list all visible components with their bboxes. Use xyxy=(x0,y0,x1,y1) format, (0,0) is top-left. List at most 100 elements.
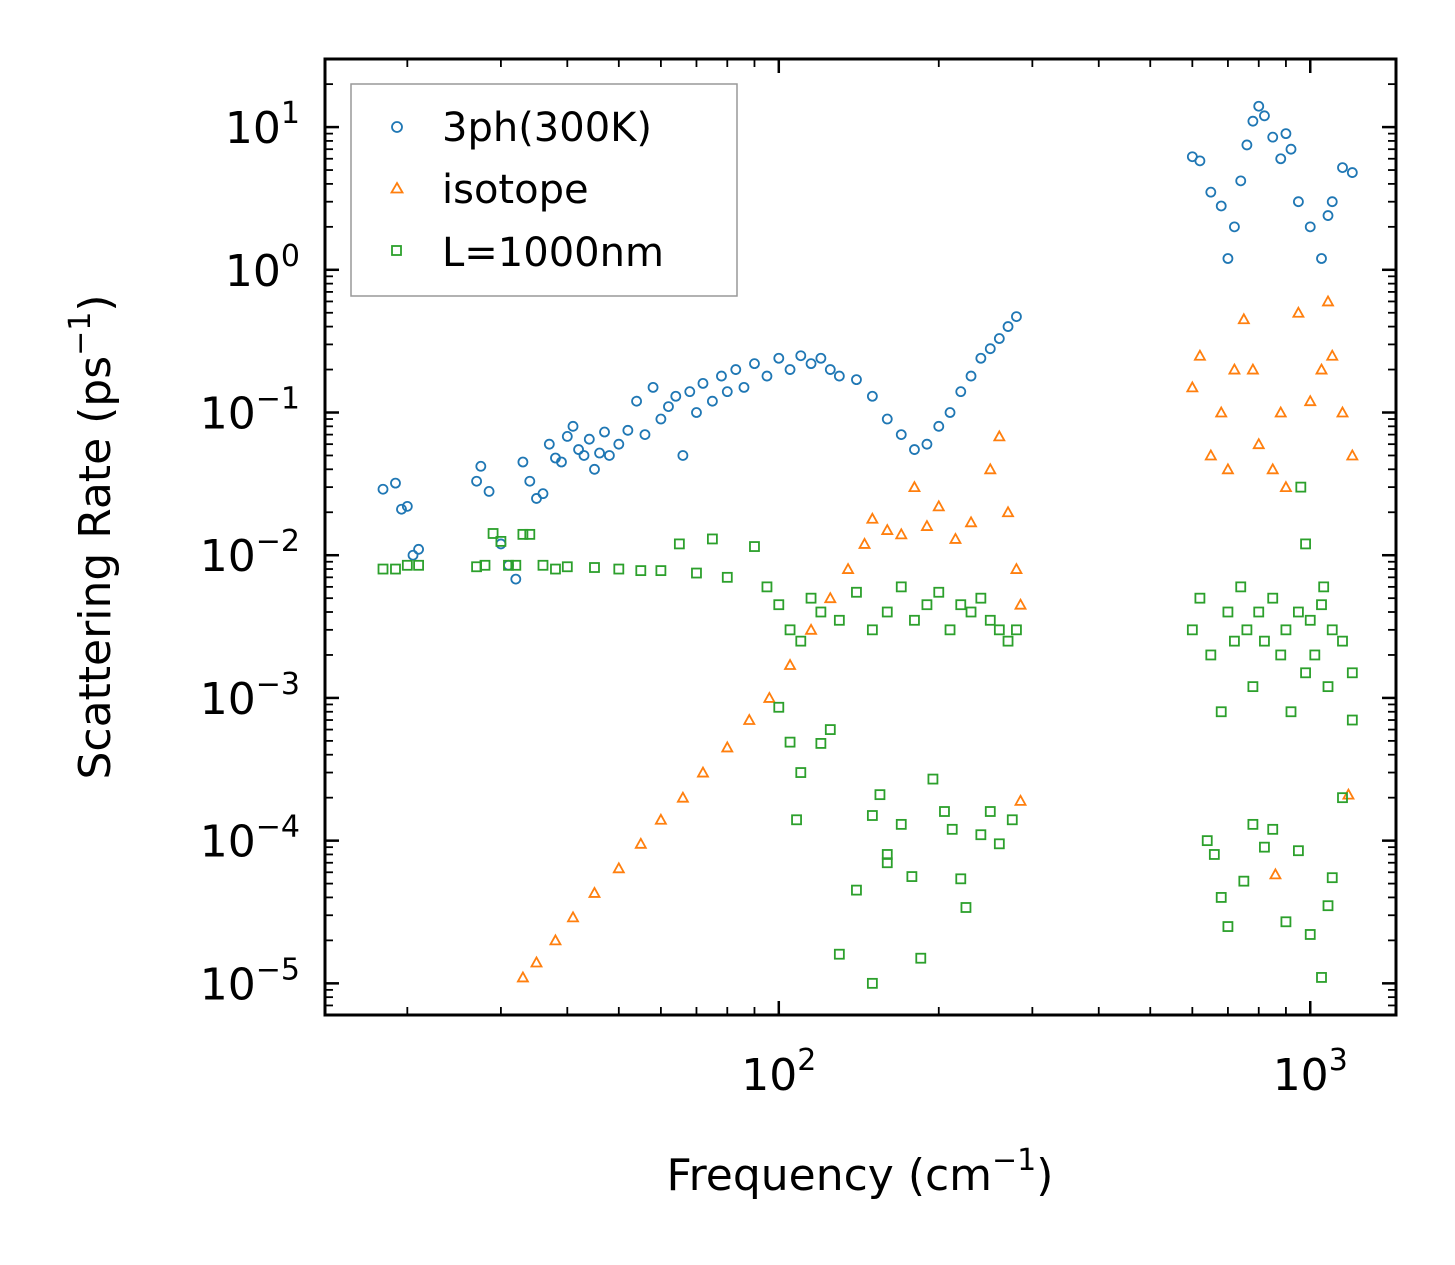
data-point xyxy=(1304,929,1316,940)
data-point xyxy=(635,565,647,577)
data-point xyxy=(1337,162,1348,174)
data-point xyxy=(676,790,690,803)
data-point xyxy=(548,933,562,946)
data-point xyxy=(612,861,626,874)
data-point xyxy=(1280,128,1292,140)
data-point xyxy=(1345,448,1359,461)
data-point xyxy=(407,549,419,561)
data-point xyxy=(578,450,590,461)
data-point xyxy=(1316,253,1327,264)
data-point xyxy=(1204,448,1218,461)
data-point xyxy=(487,528,499,539)
data-point xyxy=(909,444,920,455)
data-point xyxy=(1295,481,1307,493)
data-point xyxy=(804,622,818,635)
data-point xyxy=(773,352,785,364)
data-point xyxy=(589,562,600,573)
data-point xyxy=(749,541,760,552)
data-point xyxy=(1011,311,1022,322)
data-point xyxy=(573,444,584,455)
data-point xyxy=(1214,405,1228,418)
data-point xyxy=(795,767,807,778)
data-point xyxy=(1006,814,1018,826)
data-point xyxy=(1229,635,1240,647)
data-point xyxy=(550,563,561,575)
data-point xyxy=(503,559,514,571)
series-1 xyxy=(516,294,1359,983)
data-point xyxy=(1011,624,1022,636)
data-point xyxy=(517,528,529,540)
data-point xyxy=(529,955,544,968)
data-point xyxy=(1194,155,1206,167)
data-point xyxy=(483,486,495,497)
data-point xyxy=(1341,787,1355,800)
data-point xyxy=(920,519,934,531)
data-point xyxy=(823,591,837,604)
data-point xyxy=(1326,196,1338,208)
data-point xyxy=(1238,875,1250,887)
data-point xyxy=(1268,867,1282,880)
data-point xyxy=(401,559,413,571)
data-point xyxy=(795,635,807,647)
data-point xyxy=(1266,462,1280,475)
data-point xyxy=(784,736,796,748)
data-point xyxy=(761,370,773,382)
data-point xyxy=(1009,562,1023,574)
data-point xyxy=(587,886,602,898)
tick-labels-layer: 102 103 101 100 10−1 10−2 10−3 10−4 10−5 xyxy=(200,96,1348,1101)
data-point xyxy=(815,738,827,749)
data-point xyxy=(517,456,529,468)
data-point xyxy=(1013,793,1028,806)
data-point xyxy=(851,884,862,896)
data-point xyxy=(833,370,845,382)
data-point xyxy=(663,401,674,412)
data-point xyxy=(622,424,634,436)
data-point xyxy=(631,395,642,407)
legend: 3ph(300K) isotope L=1000nm xyxy=(350,83,738,297)
data-point xyxy=(858,537,872,549)
data-point xyxy=(613,438,625,450)
data-point xyxy=(655,565,667,577)
data-point xyxy=(583,433,595,445)
data-point xyxy=(1215,200,1227,212)
data-point xyxy=(773,701,785,713)
data-point xyxy=(471,475,482,487)
data-point xyxy=(866,977,878,989)
data-point xyxy=(720,740,734,753)
data-point xyxy=(1205,186,1217,198)
data-point xyxy=(906,871,918,882)
data-point xyxy=(475,460,487,472)
x-axis-title: Frequency (cm−1) xyxy=(667,1143,1054,1201)
data-point xyxy=(1186,624,1198,636)
data-point xyxy=(730,364,742,375)
data-point xyxy=(495,535,507,547)
data-point xyxy=(1235,581,1247,593)
data-point xyxy=(684,386,696,398)
data-point xyxy=(654,812,668,825)
data-point xyxy=(561,431,573,442)
data-point xyxy=(603,450,615,461)
data-point xyxy=(1259,635,1270,647)
data-point xyxy=(805,358,817,370)
data-point xyxy=(677,450,689,461)
data-point xyxy=(377,483,389,495)
data-point xyxy=(1304,221,1316,233)
data-point xyxy=(921,599,933,611)
data-point xyxy=(865,511,879,524)
data-point xyxy=(784,624,796,636)
data-point xyxy=(413,543,424,555)
data-point xyxy=(993,624,1005,636)
data-point xyxy=(975,592,987,604)
data-point xyxy=(944,407,956,418)
data-point xyxy=(1001,505,1015,518)
data-point xyxy=(510,559,522,571)
data-point xyxy=(716,370,727,382)
data-point xyxy=(894,527,908,540)
data-point xyxy=(1222,921,1234,932)
data-point xyxy=(993,333,1005,344)
data-point xyxy=(1221,462,1235,475)
data-point xyxy=(927,773,939,785)
data-point xyxy=(992,429,1006,442)
data-point xyxy=(691,567,702,579)
